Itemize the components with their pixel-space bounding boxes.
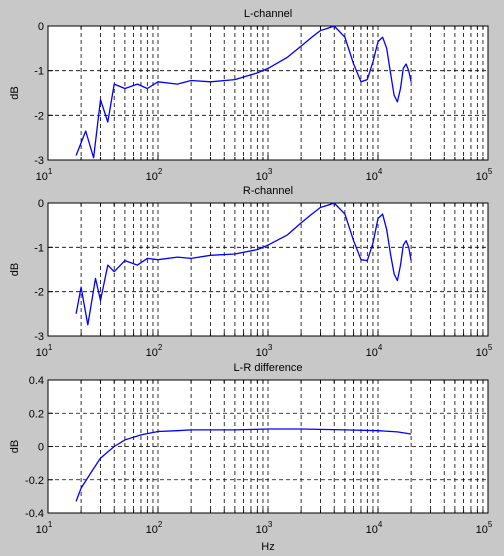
- x-tick-label: 101: [36, 343, 53, 359]
- y-tick-label: -1: [34, 66, 44, 78]
- y-tick-label: 0: [38, 21, 44, 33]
- y-tick-label: 0: [38, 198, 44, 210]
- chart-panel-1: 101 102 103 104 105 -3 -2 -1 0 L-channel dB: [9, 8, 493, 183]
- y-axis-label: dB: [9, 440, 21, 453]
- x-tick-label: 103: [256, 167, 273, 183]
- y-tick-label: -1: [34, 242, 44, 254]
- x-axis-label: Hz: [261, 541, 274, 553]
- x-tick-label: 102: [146, 343, 163, 359]
- x-tick-label: 102: [146, 167, 163, 183]
- plot-title: R-channel: [243, 185, 293, 197]
- chart-panel-2: 101 102 103 104 105 -3 -2 -1 0 R-channel dB: [9, 185, 493, 359]
- series-line: [75, 202, 412, 326]
- series-line: [75, 428, 412, 502]
- y-tick-label: -0.2: [25, 475, 44, 487]
- series-line: [75, 25, 412, 159]
- x-tick-label: 103: [256, 520, 273, 536]
- x-tick-label: 105: [476, 520, 493, 536]
- y-axis-label: dB: [9, 263, 21, 276]
- x-tick-label: 102: [146, 520, 163, 536]
- plot-title: L-R difference: [234, 362, 303, 374]
- x-tick-label: 101: [36, 167, 53, 183]
- y-tick-label: 0: [38, 442, 44, 454]
- y-tick-label: -3: [34, 155, 44, 167]
- y-tick-label: -3: [34, 331, 44, 343]
- x-tick-label: 101: [36, 520, 53, 536]
- x-tick-label: 104: [366, 167, 383, 183]
- x-tick-label: 105: [476, 167, 493, 183]
- y-tick-label: 0.2: [29, 408, 44, 420]
- y-tick-label: -2: [34, 287, 44, 299]
- x-tick-label: 104: [366, 520, 383, 536]
- x-tick-label: 105: [476, 343, 493, 359]
- x-tick-label: 103: [256, 343, 273, 359]
- y-tick-label: -0.4: [25, 508, 44, 520]
- y-tick-label: 0.4: [29, 375, 44, 387]
- y-tick-label: -2: [34, 110, 44, 122]
- plot-title: L-channel: [244, 8, 292, 20]
- y-axis-label: dB: [9, 86, 21, 99]
- chart-panel-3: 101 102 103 104 105 -0.4 -0.2 0 0.2 0.4 L-R differ…: [9, 362, 493, 553]
- x-tick-label: 104: [366, 343, 383, 359]
